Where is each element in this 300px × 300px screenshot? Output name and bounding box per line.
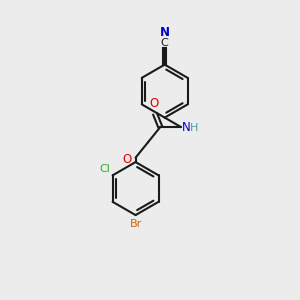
Text: O: O xyxy=(149,97,158,110)
Text: N: N xyxy=(182,121,190,134)
Text: H: H xyxy=(190,123,199,133)
Text: Cl: Cl xyxy=(99,164,110,174)
Text: C: C xyxy=(161,38,169,47)
Text: O: O xyxy=(123,153,132,166)
Text: Br: Br xyxy=(129,219,142,229)
Text: N: N xyxy=(160,26,170,39)
